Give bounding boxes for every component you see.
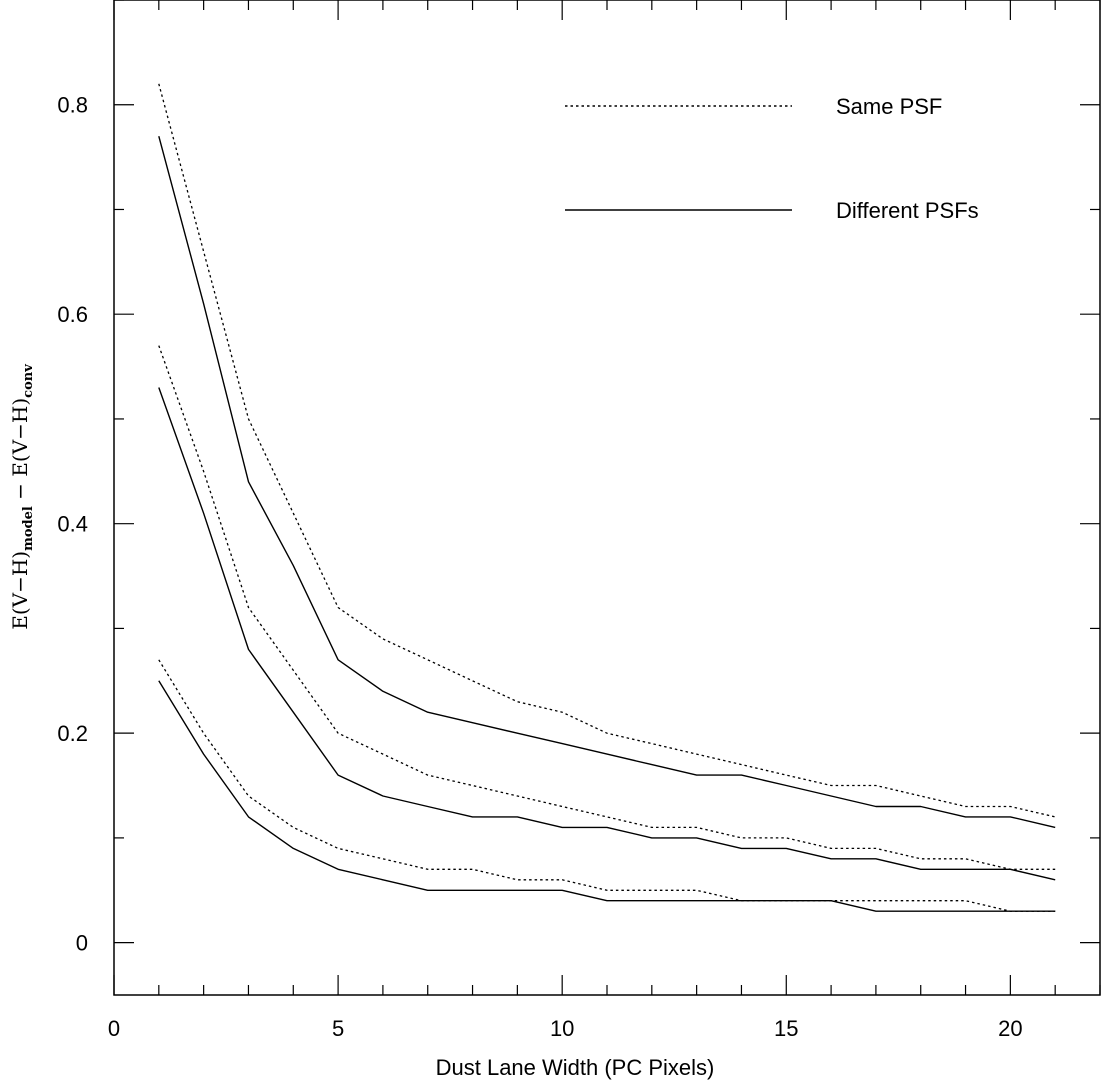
plot-frame xyxy=(113,0,1101,996)
y-axis-title-sub2: conv xyxy=(21,364,36,398)
series-line-4-solid xyxy=(158,387,1056,881)
x-axis-title: Dust Lane Width (PC Pixels) xyxy=(436,1055,715,1080)
y-axis-title: E(V−H)model − E(V−H)conv xyxy=(8,364,36,630)
y-tick-label: 0.2 xyxy=(57,721,88,746)
x-tick-label: 10 xyxy=(550,1016,574,1041)
series-line-1-dotted xyxy=(158,83,1056,818)
y-tick-label: 0 xyxy=(76,931,88,956)
y-tick-labels: 0 0.2 0.4 0.6 0.8 xyxy=(57,93,88,956)
series-line-6-solid xyxy=(158,680,1056,912)
y-axis-title-separator: − xyxy=(8,477,32,506)
x-tick-label: 5 xyxy=(332,1016,344,1041)
series-line-5-dotted xyxy=(158,659,1056,912)
series-line-3-dotted xyxy=(158,345,1056,870)
x-tick-label: 15 xyxy=(774,1016,798,1041)
legend: Same PSF Different PSFs xyxy=(565,94,979,223)
y-tick-label: 0.6 xyxy=(57,302,88,327)
x-tick-labels: 0 5 10 15 20 xyxy=(108,1016,1023,1041)
y-tick-label: 0.8 xyxy=(57,93,88,118)
y-tick-label: 0.4 xyxy=(57,512,88,537)
series-layer xyxy=(158,83,1056,912)
legend-label: Same PSF xyxy=(836,94,942,119)
legend-label: Different PSFs xyxy=(836,198,979,223)
y-axis-title-part2: E(V−H) xyxy=(8,398,32,477)
y-axis-title-sub1: model xyxy=(21,506,36,551)
x-tick-label: 20 xyxy=(998,1016,1022,1041)
x-tick-label: 0 xyxy=(108,1016,120,1041)
y-axis-title-part1: E(V−H) xyxy=(8,551,32,630)
series-line-2-solid xyxy=(158,136,1056,829)
axis-ticks xyxy=(113,0,1101,995)
